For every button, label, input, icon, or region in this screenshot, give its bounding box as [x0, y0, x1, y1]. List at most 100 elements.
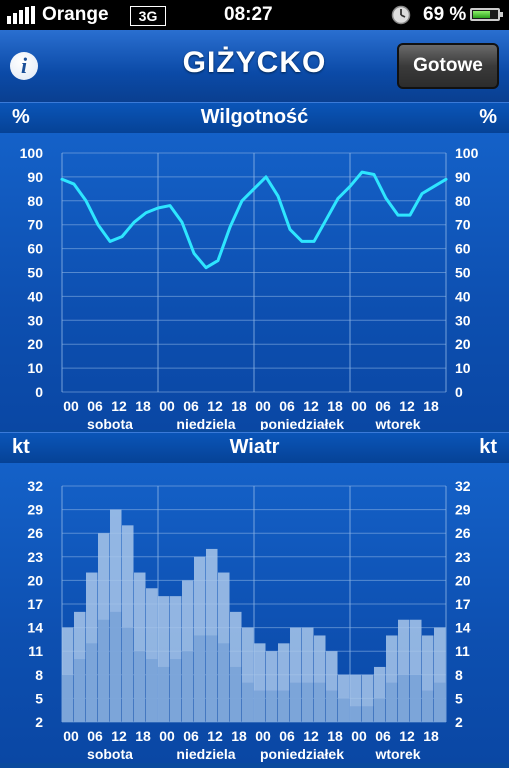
wind-mean-bar [182, 651, 194, 722]
wind-mean-bar [374, 698, 386, 722]
wind-gust-bar [362, 674, 374, 722]
wind-hour-label: 18 [423, 728, 439, 744]
wind-mean-bar [218, 643, 230, 722]
status-time: 08:27 [224, 4, 273, 25]
humidity-hour-label: 06 [183, 398, 199, 414]
wind-hour-label: 06 [87, 728, 103, 744]
humidity-ytick-left: 50 [27, 265, 43, 281]
humidity-hour-label: 18 [423, 398, 439, 414]
humidity-hour-label: 00 [63, 398, 79, 414]
humidity-point [61, 178, 63, 180]
wind-mean-bar [290, 682, 302, 722]
humidity-day-label: wtorek [374, 416, 420, 430]
wind-hour-label: 12 [111, 728, 127, 744]
wind-mean-bar [434, 682, 446, 722]
humidity-point [205, 267, 207, 269]
wind-hour-label: 18 [135, 728, 151, 744]
humidity-hour-label: 12 [399, 398, 415, 414]
wind-mean-bar [110, 611, 122, 722]
humidity-point [97, 224, 99, 226]
wind-ytick-right: 8 [455, 667, 463, 683]
alarm-clock-icon [391, 5, 411, 25]
wind-gust-bar [314, 635, 326, 722]
wind-ytick-left: 11 [28, 643, 43, 659]
wind-hour-label: 00 [255, 728, 271, 744]
wind-ytick-right: 29 [455, 502, 471, 518]
humidity-point [349, 185, 351, 187]
wind-ytick-left: 2 [35, 714, 43, 730]
humidity-day-label: niedziela [176, 416, 235, 430]
wind-mean-bar [62, 674, 74, 722]
wind-mean-bar [386, 682, 398, 722]
humidity-ytick-right: 0 [455, 384, 463, 400]
wind-gust-bar [146, 588, 158, 722]
wind-ytick-left: 5 [35, 690, 43, 706]
humidity-point [277, 195, 279, 197]
humidity-ytick-right: 10 [455, 360, 471, 376]
humidity-ytick-left: 90 [27, 169, 43, 185]
wind-mean-bar [326, 690, 338, 722]
humidity-hour-label: 18 [327, 398, 343, 414]
wind-mean-bar [74, 659, 86, 722]
humidity-point [433, 185, 435, 187]
wind-gust-bar [122, 525, 134, 722]
wind-header: Wiatr kt kt [0, 432, 509, 464]
humidity-unit-right: % [479, 106, 497, 128]
wind-gust-bar [326, 651, 338, 722]
info-button[interactable]: i [10, 52, 38, 80]
humidity-point [73, 183, 75, 185]
humidity-ytick-right: 20 [455, 336, 471, 352]
humidity-point [409, 214, 411, 216]
humidity-point [373, 174, 375, 176]
done-button[interactable]: Gotowe [397, 43, 499, 89]
status-bar: Orange 3G 08:27 69 % [0, 0, 509, 30]
wind-ytick-right: 14 [455, 620, 471, 636]
wind-mean-bar [314, 682, 326, 722]
wind-day-label: wtorek [374, 746, 420, 762]
humidity-point [313, 240, 315, 242]
humidity-point [133, 221, 135, 223]
wind-mean-bar [86, 643, 98, 722]
wind-ytick-left: 26 [27, 525, 43, 541]
wind-gust-bar [422, 635, 434, 722]
wind-ytick-right: 23 [455, 549, 471, 565]
signal-bars-icon [7, 6, 35, 24]
wind-hour-label: 00 [159, 728, 175, 744]
wind-gust-bar [374, 666, 386, 722]
humidity-hour-label: 00 [159, 398, 175, 414]
wind-hour-label: 00 [63, 728, 79, 744]
wind-mean-bar [122, 627, 134, 722]
wind-gust-bar [434, 627, 446, 722]
humidity-ytick-left: 60 [27, 241, 43, 257]
humidity-ytick-right: 50 [455, 265, 471, 281]
wind-mean-bar [350, 706, 362, 722]
humidity-ytick-left: 20 [27, 336, 43, 352]
humidity-point [229, 226, 231, 228]
humidity-header: Wilgotność % % [0, 102, 509, 134]
wind-hour-label: 06 [375, 728, 391, 744]
humidity-ytick-left: 10 [27, 360, 43, 376]
humidity-ytick-right: 90 [455, 169, 471, 185]
humidity-title: Wilgotność [200, 106, 309, 128]
humidity-point [445, 178, 447, 180]
wind-ytick-right: 2 [455, 714, 463, 730]
humidity-unit-left: % [12, 106, 30, 128]
humidity-ytick-left: 40 [27, 288, 43, 304]
wind-mean-bar [230, 666, 242, 722]
wind-mean-bar [266, 690, 278, 722]
humidity-point [193, 252, 195, 254]
wind-unit-left: kt [12, 436, 30, 458]
humidity-point [169, 205, 171, 207]
humidity-point [421, 193, 423, 195]
wind-gust-bar [266, 651, 278, 722]
wind-ytick-right: 17 [455, 596, 471, 612]
wind-mean-bar [98, 619, 110, 722]
wind-ytick-left: 23 [27, 549, 43, 565]
wind-mean-bar [398, 674, 410, 722]
carrier-name: Orange [42, 4, 109, 25]
wind-mean-bar [362, 706, 374, 722]
humidity-point [253, 188, 255, 190]
humidity-point [217, 260, 219, 262]
wind-ytick-right: 11 [455, 643, 470, 659]
